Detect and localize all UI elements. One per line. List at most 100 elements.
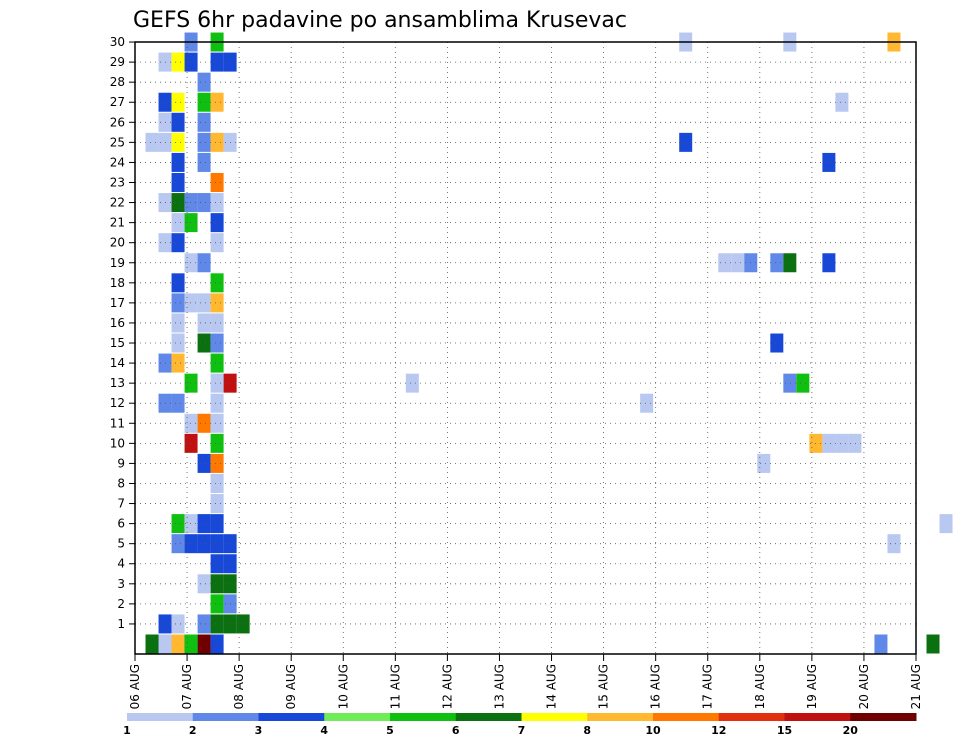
precip-cell — [171, 313, 185, 333]
precip-cell — [210, 92, 224, 112]
precip-cell — [197, 413, 211, 433]
precip-cell — [171, 634, 185, 654]
precip-cell — [210, 273, 224, 293]
precip-cell — [197, 193, 211, 213]
y-tick-label: 21 — [110, 216, 125, 230]
x-tick-label: 11 AUG — [388, 664, 402, 709]
x-tick-label: 12 AUG — [440, 664, 454, 709]
y-tick-label: 14 — [110, 356, 125, 370]
precip-cell — [171, 393, 185, 413]
y-tick-label: 22 — [110, 196, 125, 210]
y-axis: 1234567891011121314151617181920212223242… — [110, 35, 135, 631]
precip-cell — [184, 253, 198, 273]
colorbar-label: 10 — [645, 724, 661, 737]
y-tick-label: 7 — [117, 497, 125, 511]
precip-cell — [926, 634, 940, 654]
precip-cell — [197, 132, 211, 152]
grid-lines — [135, 41, 916, 654]
precip-cell — [210, 594, 224, 614]
precip-cell — [210, 353, 224, 373]
precip-cell — [197, 634, 211, 654]
colorbar-segment — [784, 713, 851, 721]
precip-cell — [210, 172, 224, 192]
precip-cell — [171, 213, 185, 233]
precip-cell — [822, 253, 836, 273]
y-tick-label: 28 — [110, 75, 125, 89]
y-tick-label: 26 — [110, 115, 125, 129]
precip-cell — [783, 373, 797, 393]
precip-cell — [210, 494, 224, 514]
x-tick-label: 07 AUG — [180, 664, 194, 709]
precip-cell — [197, 574, 211, 594]
precip-cell — [184, 514, 198, 534]
colorbar-label: 3 — [255, 724, 263, 737]
precip-cell — [197, 333, 211, 353]
y-tick-label: 6 — [117, 517, 125, 531]
precip-cell — [184, 634, 198, 654]
precip-cell — [171, 514, 185, 534]
y-tick-label: 11 — [110, 416, 125, 430]
precip-cell — [835, 92, 849, 112]
precip-cell — [783, 253, 797, 273]
precip-cell — [184, 193, 198, 213]
precip-cell — [210, 473, 224, 493]
precip-cell — [171, 92, 185, 112]
y-tick-label: 8 — [117, 476, 125, 490]
precip-cell — [210, 233, 224, 253]
y-tick-label: 18 — [110, 276, 125, 290]
y-tick-label: 12 — [110, 396, 125, 410]
precip-cell — [210, 413, 224, 433]
precip-cell — [184, 413, 198, 433]
y-tick-label: 23 — [110, 175, 125, 189]
colorbar-label: 2 — [189, 724, 197, 737]
x-tick-label: 10 AUG — [336, 664, 350, 709]
x-tick-label: 15 AUG — [597, 664, 611, 709]
precip-cell — [770, 333, 784, 353]
precip-cell — [874, 634, 888, 654]
precip-cell — [197, 453, 211, 473]
x-tick-label: 06 AUG — [128, 664, 142, 709]
precip-cell — [171, 132, 185, 152]
precip-cell — [197, 313, 211, 333]
colorbar-segment — [455, 713, 522, 721]
x-tick-label: 17 AUG — [701, 664, 715, 709]
precip-cell — [171, 112, 185, 132]
precip-cell — [145, 634, 159, 654]
colorbar-label: 20 — [843, 724, 859, 737]
precip-cell — [184, 213, 198, 233]
colorbar-segment — [521, 713, 588, 721]
precip-cell — [718, 253, 732, 273]
precip-cell — [939, 514, 953, 534]
colorbar-label: 4 — [320, 724, 328, 737]
colorbar-segment — [192, 713, 259, 721]
x-tick-label: 13 AUG — [492, 664, 506, 709]
colorbar: 1 2 3 4 5 6 7 8 10 12 15 20 — [123, 713, 917, 737]
precip-cell — [887, 534, 901, 554]
precip-cell — [197, 92, 211, 112]
y-tick-label: 27 — [110, 95, 125, 109]
precip-cell — [145, 132, 159, 152]
precip-cell — [210, 634, 224, 654]
y-tick-label: 5 — [117, 537, 125, 551]
colorbar-segment — [258, 713, 325, 721]
colorbar-segment — [718, 713, 785, 721]
colorbar-segment — [850, 713, 917, 721]
precip-cell — [640, 393, 654, 413]
precip-cell — [210, 514, 224, 534]
precip-cell — [210, 313, 224, 333]
colorbar-segment — [390, 713, 457, 721]
precip-cell — [236, 614, 250, 634]
y-tick-label: 20 — [110, 236, 125, 250]
y-tick-label: 19 — [110, 256, 125, 270]
y-tick-label: 1 — [117, 617, 125, 631]
precip-cell — [171, 614, 185, 634]
y-tick-label: 3 — [117, 577, 125, 591]
colorbar-segment — [587, 713, 654, 721]
precip-cell — [210, 373, 224, 393]
precip-cell — [171, 193, 185, 213]
precip-cell — [197, 152, 211, 172]
x-tick-label: 18 AUG — [753, 664, 767, 709]
precip-cell — [184, 293, 198, 313]
precip-cell — [210, 614, 224, 634]
precip-cell — [210, 293, 224, 313]
